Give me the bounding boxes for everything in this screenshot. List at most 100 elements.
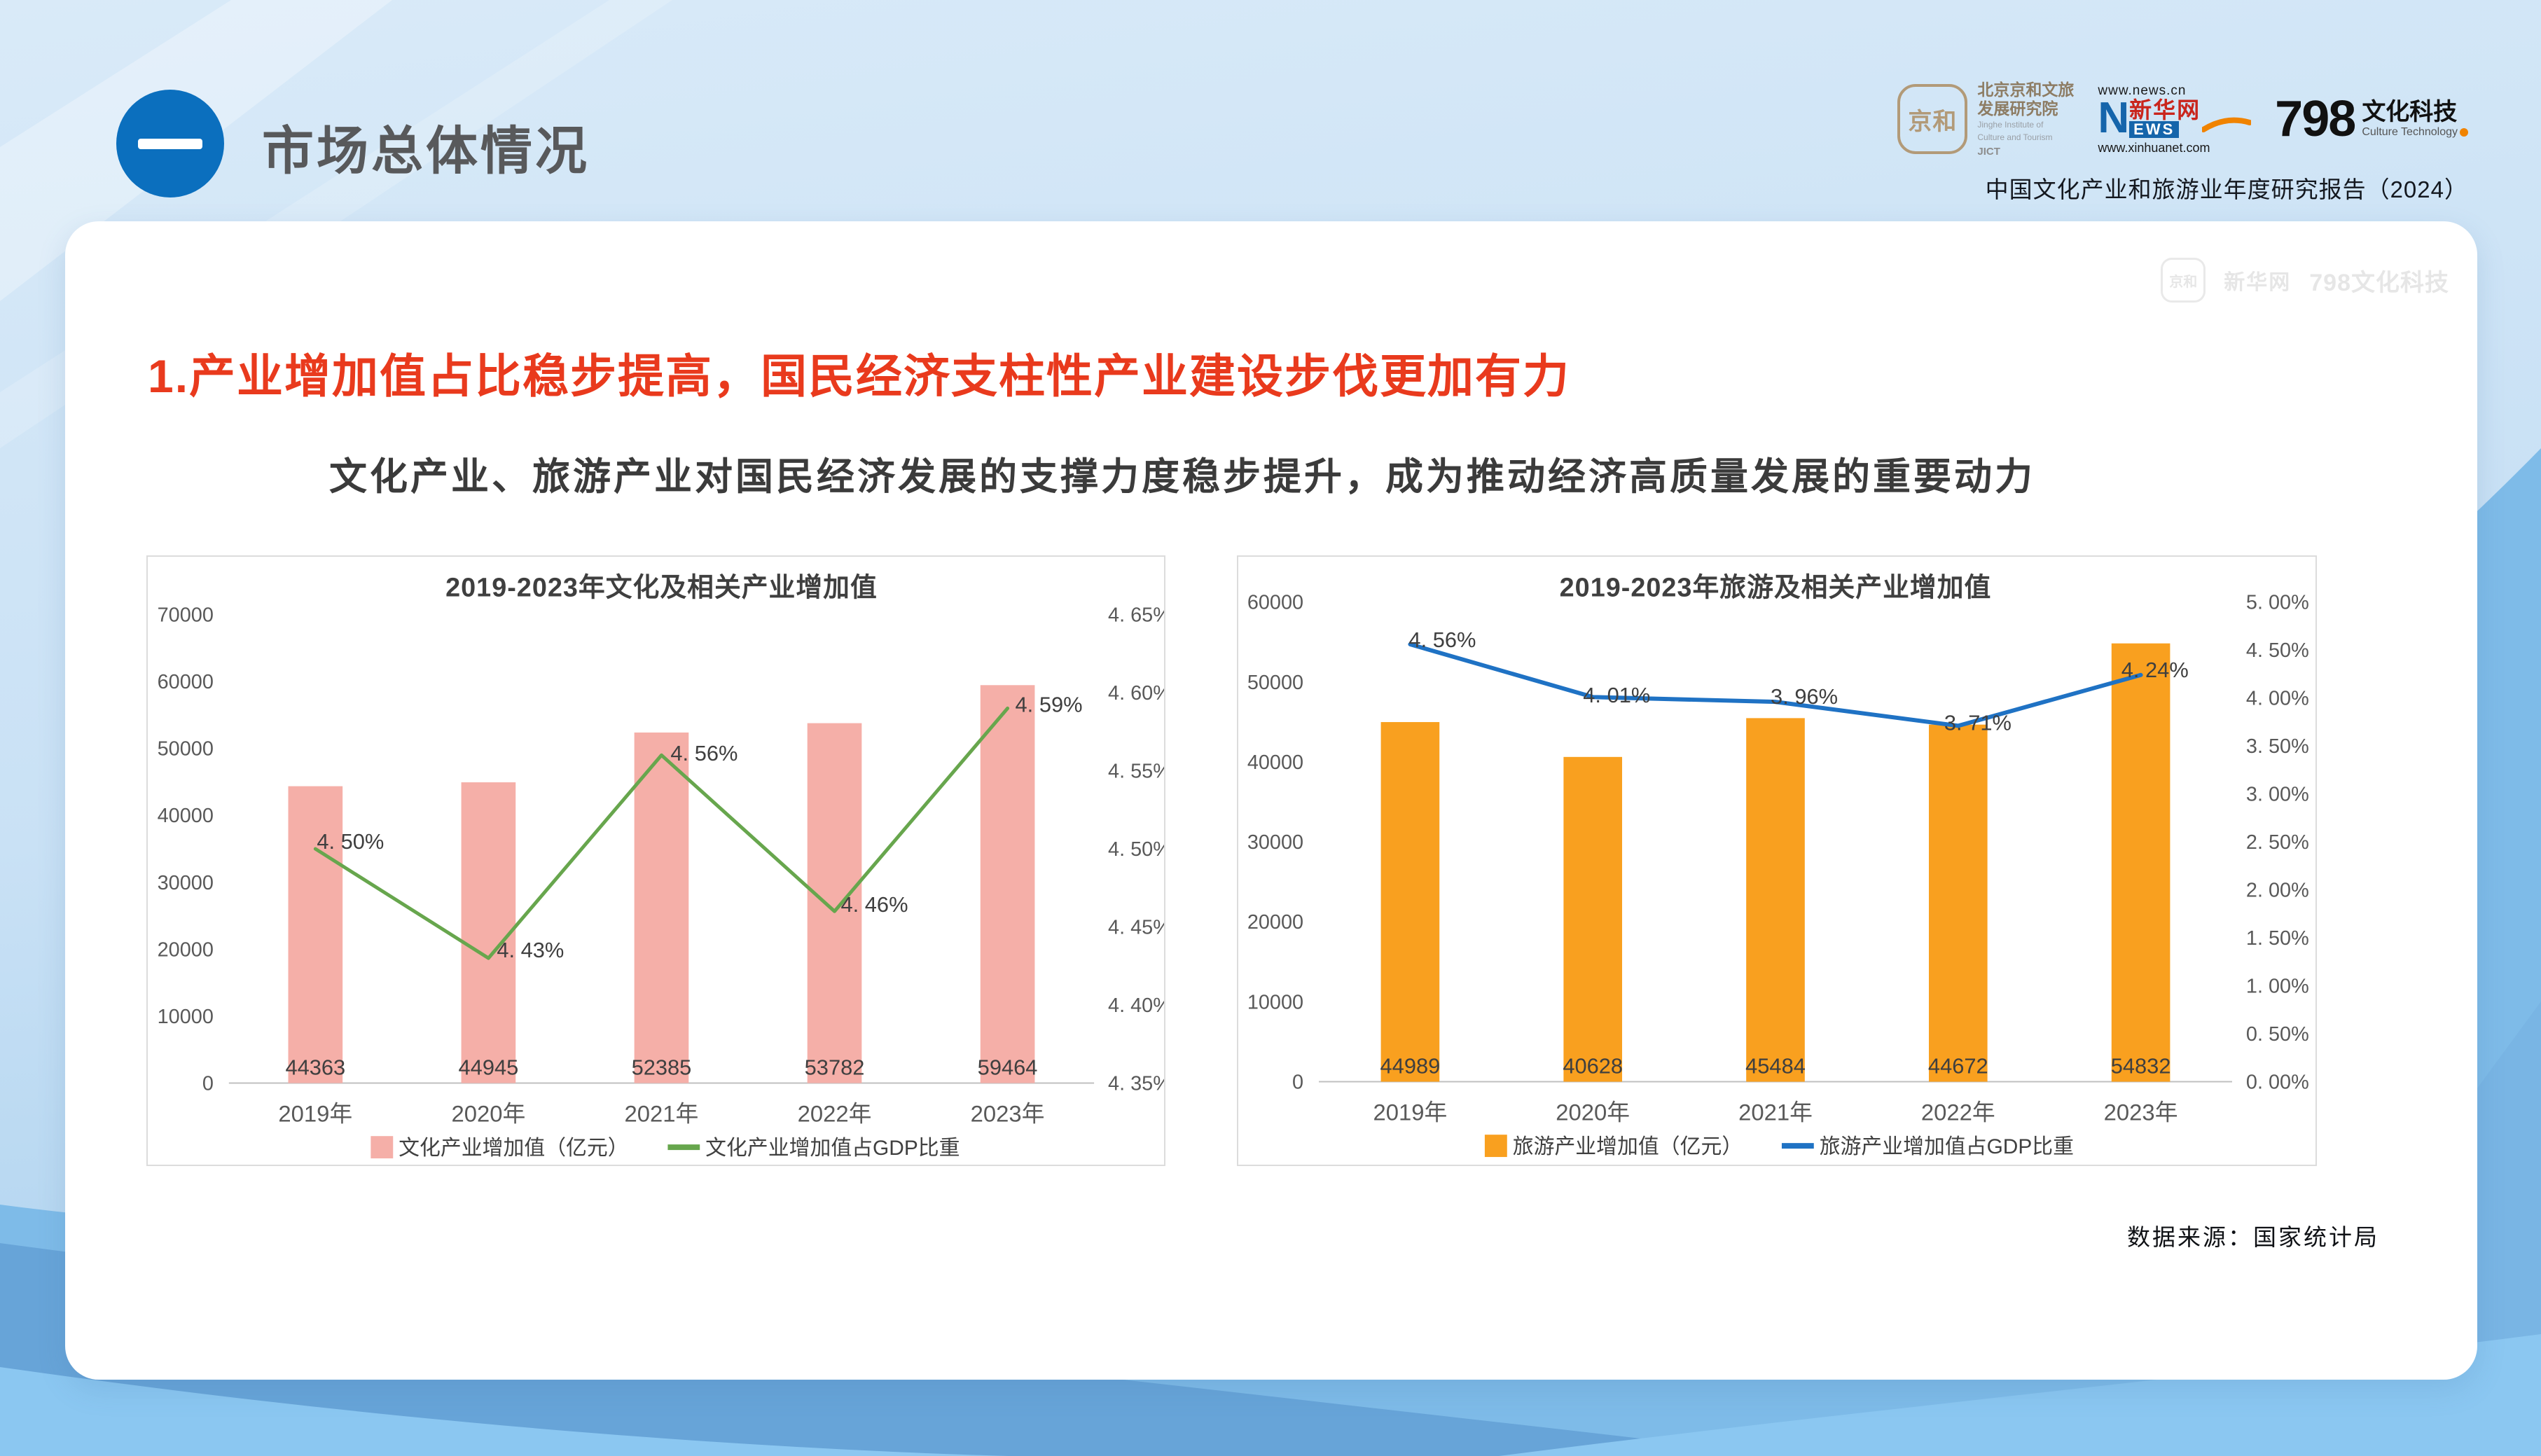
jict-cn-line1: 北京京和文旅 <box>1977 81 2075 99</box>
left-axis-tick: 10000 <box>1247 991 1303 1013</box>
left-axis-tick: 30000 <box>158 872 214 894</box>
right-axis-tick: 4. 40% <box>1108 994 1164 1017</box>
line-point-label: 4. 43% <box>497 938 564 962</box>
page-title: 市场总体情况 <box>262 122 590 180</box>
left-axis-tick: 60000 <box>158 671 214 693</box>
bar-2019年 <box>288 786 343 1083</box>
line-point-label: 4. 56% <box>670 741 738 765</box>
watermark-logos: 京和 新华网 798文化科技 <box>2161 258 2449 303</box>
left-axis-tick: 50000 <box>1247 672 1303 694</box>
logo-798-en: Culture Technology <box>2362 126 2468 138</box>
x-axis-label: 2021年 <box>625 1100 699 1126</box>
line-point-label: 4. 24% <box>2121 658 2189 682</box>
bar-2022年 <box>807 723 862 1083</box>
bar-value-label: 40628 <box>1563 1054 1623 1079</box>
jict-watermark-icon: 京和 <box>2161 258 2206 303</box>
tourism-industry-chart: 2019-2023年旅游及相关产业增加值 0 10000 20000 30000 4000… <box>1237 555 2317 1166</box>
bar-2023年 <box>980 685 1035 1083</box>
left-axis-tick: 10000 <box>158 1006 214 1028</box>
right-axis-tick: 4. 60% <box>1108 682 1164 705</box>
x-axis-label: 2019年 <box>1373 1099 1447 1125</box>
legend-line-label: 文化产业增加值占GDP比重 <box>705 1137 960 1160</box>
left-axis-tick: 20000 <box>1247 911 1303 934</box>
jict-cn-line2: 发展研究院 <box>1977 99 2058 118</box>
legend-bar-swatch <box>371 1136 394 1159</box>
xinhuanet-url-bottom: www.xinhuanet.com <box>2098 141 2210 155</box>
bar-value-label: 54832 <box>2111 1054 2171 1079</box>
bar-value-label: 59464 <box>978 1055 1038 1080</box>
legend-line-swatch <box>667 1144 700 1151</box>
right-axis-tick: 4. 50% <box>1108 838 1164 861</box>
right-axis-tick: 4. 65% <box>1108 604 1164 627</box>
chart-title: 2019-2023年旅游及相关产业增加值 <box>1560 574 1992 603</box>
section-number-badge <box>116 90 224 197</box>
left-axis-tick: 30000 <box>1247 831 1303 854</box>
line-point-label: 3. 96% <box>1771 684 1838 709</box>
jict-abbr: JICT <box>1977 145 2000 158</box>
bar-2023年 <box>2111 643 2170 1082</box>
jict-logo-text: 北京京和文旅 发展研究院 Jinghe Institute of Culture… <box>1977 81 2074 158</box>
chart-title: 2019-2023年文化及相关产业增加值 <box>445 574 878 603</box>
right-axis-tick: 4. 50% <box>2246 639 2309 662</box>
legend-line-swatch <box>1781 1143 1814 1149</box>
left-axis-tick: 40000 <box>1247 751 1303 774</box>
jict-logo: 京和 北京京和文旅 发展研究院 Jinghe Institute of Cult… <box>1897 81 2074 158</box>
right-axis-tick: 4. 35% <box>1108 1072 1164 1095</box>
right-axis-tick: 1. 00% <box>2246 976 2309 998</box>
legend-bar-label: 文化产业增加值（亿元） <box>399 1137 628 1160</box>
bar-2022年 <box>1929 724 1988 1082</box>
x-axis-label: 2023年 <box>971 1100 1045 1126</box>
legend-bar-swatch <box>1484 1135 1507 1158</box>
x-axis-label: 2023年 <box>2104 1099 2178 1125</box>
report-title: 中国文化产业和旅游业年度研究报告（2024） <box>1985 176 2468 202</box>
jict-seal-icon: 京和 <box>1897 84 1968 154</box>
logo-798-cn: 文化科技 <box>2362 98 2458 125</box>
line-point-label: 4. 56% <box>1408 628 1476 652</box>
right-axis-tick: 4. 45% <box>1108 917 1164 939</box>
xinhuanet-mark: N 新华网 EWS <box>2098 94 2252 142</box>
left-axis-tick: 20000 <box>158 938 214 961</box>
gdp-share-line <box>313 706 1010 960</box>
content-card: 京和 新华网 798文化科技 1.产业增加值占比稳步提高，国民经济支柱性产业建设… <box>65 221 2477 1380</box>
legend-bar-label: 旅游产业增加值（亿元） <box>1513 1135 1743 1158</box>
logo-798-number: 798 <box>2275 90 2356 147</box>
xinhuanet-swoosh-icon <box>2202 117 2252 132</box>
bar-2021年 <box>1746 718 1805 1082</box>
right-axis-tick: 4. 00% <box>2246 688 2309 710</box>
xinhuanet-cn: 新华网 <box>2129 97 2201 123</box>
left-axis-tick: 0 <box>202 1072 214 1095</box>
x-axis-label: 2021年 <box>1738 1099 1813 1125</box>
right-axis-tick: 5. 00% <box>2246 592 2309 614</box>
xinhuanet-n-icon: N <box>2098 94 2130 142</box>
line-point-label: 4. 46% <box>840 892 908 917</box>
bar-value-label: 45484 <box>1745 1054 1806 1079</box>
x-axis-label: 2022年 <box>1921 1099 1995 1125</box>
x-axis-label: 2020年 <box>1556 1099 1630 1125</box>
line-point-label: 4. 01% <box>1583 683 1650 707</box>
798-watermark: 798文化科技 <box>2309 269 2449 296</box>
right-axis-tick: 3. 00% <box>2246 784 2309 806</box>
right-axis-tick: 2. 00% <box>2246 880 2309 902</box>
culture-industry-chart: 2019-2023年文化及相关产业增加值 0 10000 20000 30000 4000… <box>146 555 1165 1166</box>
line-point-label: 4. 50% <box>317 829 384 854</box>
xinhuanet-ews: EWS <box>2129 121 2180 138</box>
bar-value-label: 44672 <box>1928 1054 1988 1079</box>
x-axis-label: 2022年 <box>798 1100 872 1126</box>
left-axis-tick: 50000 <box>158 738 214 761</box>
section-heading: 1.产业增加值占比稳步提高，国民经济支柱性产业建设步伐更加有力 <box>148 350 1571 402</box>
bar-2021年 <box>634 732 689 1083</box>
line-point-label: 3. 71% <box>1944 710 2012 735</box>
chart-culture-svg: 2019-2023年文化及相关产业增加值 0 10000 20000 30000 4000… <box>158 574 1164 1160</box>
line-point-label: 4. 59% <box>1016 692 1083 716</box>
right-axis-tick: 3. 50% <box>2246 735 2309 758</box>
xinhuanet-logo: www.news.cn N 新华网 EWS www.xinhuanet.com <box>2098 84 2252 155</box>
header-right: 京和 北京京和文旅 发展研究院 Jinghe Institute of Cult… <box>1897 73 2468 204</box>
jict-en-line2: Culture and Tourism <box>1977 132 2053 142</box>
right-axis-tick: 4. 55% <box>1108 761 1164 783</box>
bar-2020年 <box>461 782 516 1083</box>
bar-value-label: 44945 <box>459 1055 519 1080</box>
right-axis-tick: 2. 50% <box>2246 831 2309 854</box>
logo-798: 798 文化科技 Culture Technology <box>2275 90 2468 147</box>
bar-value-label: 53782 <box>805 1055 865 1080</box>
right-axis-tick: 0. 00% <box>2246 1072 2309 1094</box>
